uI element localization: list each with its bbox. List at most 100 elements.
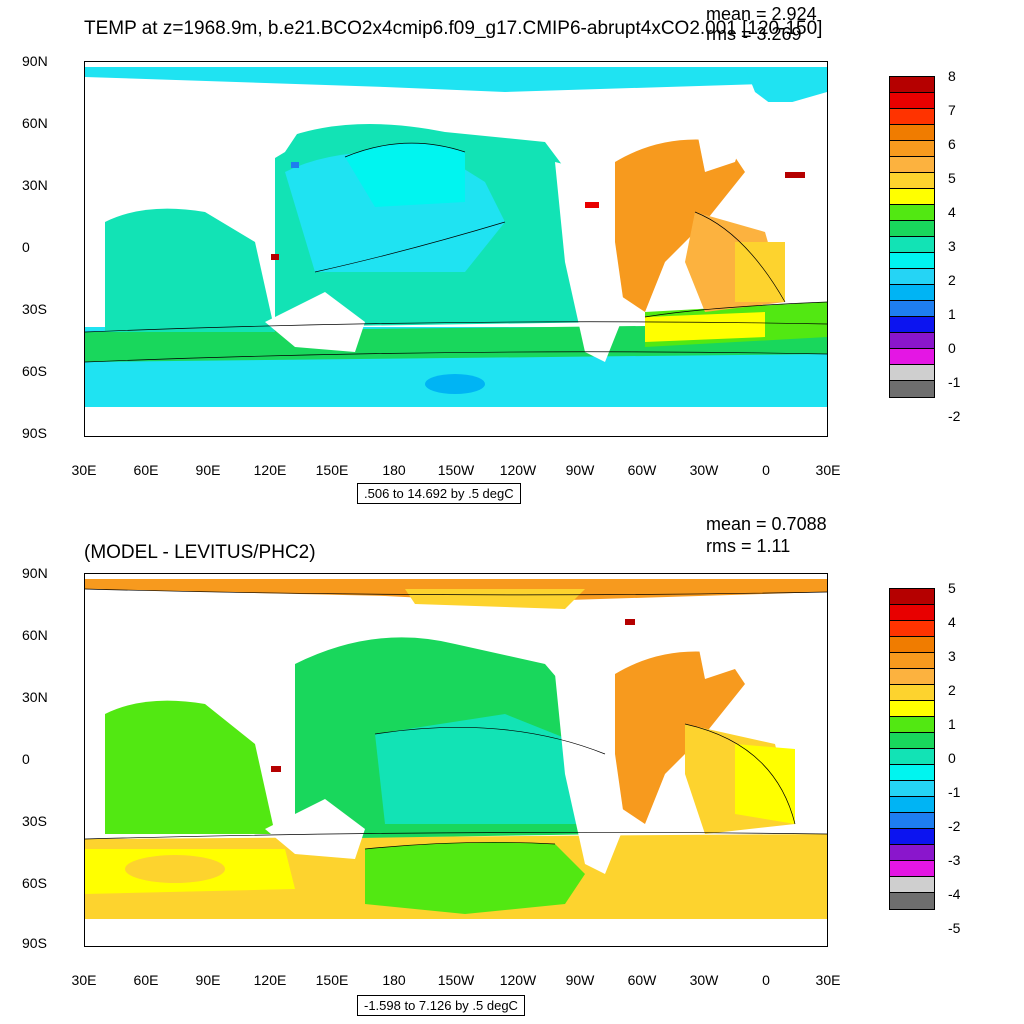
colorbar-swatch <box>890 845 934 861</box>
colorbar-swatch <box>890 829 934 845</box>
rms-text: rms = 3.269 <box>706 24 802 44</box>
colorbar-label: -1 <box>948 374 961 390</box>
colorbar-swatch <box>890 621 934 637</box>
colorbar <box>889 588 935 910</box>
lon-label: 120W <box>499 462 537 478</box>
colorbar-swatch <box>890 93 934 109</box>
colorbar-swatch <box>890 77 934 93</box>
lat-label-90s: 90S <box>22 425 47 441</box>
colorbar-swatch <box>890 749 934 765</box>
colorbar-label: -4 <box>948 886 961 902</box>
lat-label-60s: 60S <box>22 363 47 379</box>
contour-map-canvas <box>85 579 827 919</box>
contour-map <box>84 573 828 947</box>
lat-label-0: 0 <box>22 751 30 767</box>
lon-label: 180 <box>382 462 406 478</box>
colorbar-swatch <box>890 333 934 349</box>
panel-title: TEMP at z=1968.9m, b.e21.BCO2x4cmip6.f09… <box>84 18 823 39</box>
lon-label: 150E <box>315 972 349 988</box>
colorbar-swatch <box>890 701 934 717</box>
colorbar-label: 0 <box>948 750 956 766</box>
lon-label: 90E <box>195 972 221 988</box>
colorbar-swatch <box>890 285 934 301</box>
colorbar-label: -1 <box>948 784 961 800</box>
colorbar-swatch <box>890 253 934 269</box>
colorbar-swatch <box>890 269 934 285</box>
colorbar-label: 1 <box>948 306 956 322</box>
colorbar-label: -5 <box>948 920 961 936</box>
rms-text: rms = 1.11 <box>706 536 791 556</box>
colorbar-swatch <box>890 733 934 749</box>
lon-label: 30E <box>71 462 97 478</box>
lat-label-90n: 90N <box>22 565 48 581</box>
colorbar-label: -2 <box>948 818 961 834</box>
lon-label: 60E <box>133 462 159 478</box>
colorbar-swatch <box>890 813 934 829</box>
colorbar <box>889 76 935 398</box>
colorbar-label: 5 <box>948 580 956 596</box>
lat-label-90s: 90S <box>22 935 47 951</box>
colorbar-swatch <box>890 685 934 701</box>
colorbar-swatch <box>890 237 934 253</box>
lat-label-60n: 60N <box>22 627 48 643</box>
lon-label: 30W <box>689 462 719 478</box>
lon-label: 150W <box>437 462 475 478</box>
colorbar-swatch <box>890 221 934 237</box>
colorbar-swatch <box>890 189 934 205</box>
colorbar-label: 2 <box>948 272 956 288</box>
lat-label-0: 0 <box>22 239 30 255</box>
colorbar-swatch <box>890 173 934 189</box>
colorbar-label: 3 <box>948 648 956 664</box>
lon-label: 120E <box>253 462 287 478</box>
lat-label-60n: 60N <box>22 115 48 131</box>
panel-title: (MODEL - LEVITUS/PHC2) <box>84 542 316 563</box>
lon-label: 0 <box>762 972 770 988</box>
colorbar-label: 0 <box>948 340 956 356</box>
top-map-panel: TEMP at z=1968.9m, b.e21.BCO2x4cmip6.f09… <box>22 4 961 504</box>
lon-label: 150E <box>315 462 349 478</box>
colorbar-swatch <box>890 717 934 733</box>
colorbar-swatch <box>890 605 934 621</box>
contour-map <box>84 61 828 437</box>
colorbar-label: -2 <box>948 408 961 424</box>
colorbar-label: 4 <box>948 204 956 220</box>
colorbar-swatch <box>890 317 934 333</box>
colorbar-swatch <box>890 349 934 365</box>
colorbar-label: -3 <box>948 852 961 868</box>
lon-label: 60W <box>627 462 657 478</box>
lat-label-30s: 30S <box>22 301 47 317</box>
contour-info-box: .506 to 14.692 by .5 degC <box>357 483 521 504</box>
lon-label: 150W <box>437 972 475 988</box>
contour-info-box: -1.598 to 7.126 by .5 degC <box>357 995 525 1016</box>
colorbar-label: 1 <box>948 716 956 732</box>
colorbar-swatch <box>890 109 934 125</box>
lon-label: 60W <box>627 972 657 988</box>
lon-label: 60E <box>133 972 159 988</box>
lon-label: 120E <box>253 972 287 988</box>
lon-label: 90W <box>565 972 595 988</box>
colorbar-swatch <box>890 205 934 221</box>
lon-label: 30E <box>815 462 841 478</box>
lon-label: 30W <box>689 972 719 988</box>
lon-label: 120W <box>499 972 537 988</box>
mean-text: mean = 0.7088 <box>706 514 827 534</box>
lon-label: 30E <box>815 972 841 988</box>
colorbar-label: 6 <box>948 136 956 152</box>
lon-label: 90E <box>195 462 221 478</box>
colorbar-swatch <box>890 589 934 605</box>
mean-text: mean = 2.924 <box>706 4 817 24</box>
colorbar-swatch <box>890 157 934 173</box>
colorbar-swatch <box>890 125 934 141</box>
colorbar-label: 4 <box>948 614 956 630</box>
lat-label-30n: 30N <box>22 177 48 193</box>
colorbar-swatch <box>890 893 934 909</box>
lon-label: 30E <box>71 972 97 988</box>
colorbar-swatch <box>890 653 934 669</box>
colorbar-swatch <box>890 141 934 157</box>
colorbar-swatch <box>890 797 934 813</box>
colorbar-swatch <box>890 637 934 653</box>
colorbar-label: 8 <box>948 68 956 84</box>
colorbar-swatch <box>890 861 934 877</box>
colorbar-label: 2 <box>948 682 956 698</box>
colorbar-swatch <box>890 365 934 381</box>
